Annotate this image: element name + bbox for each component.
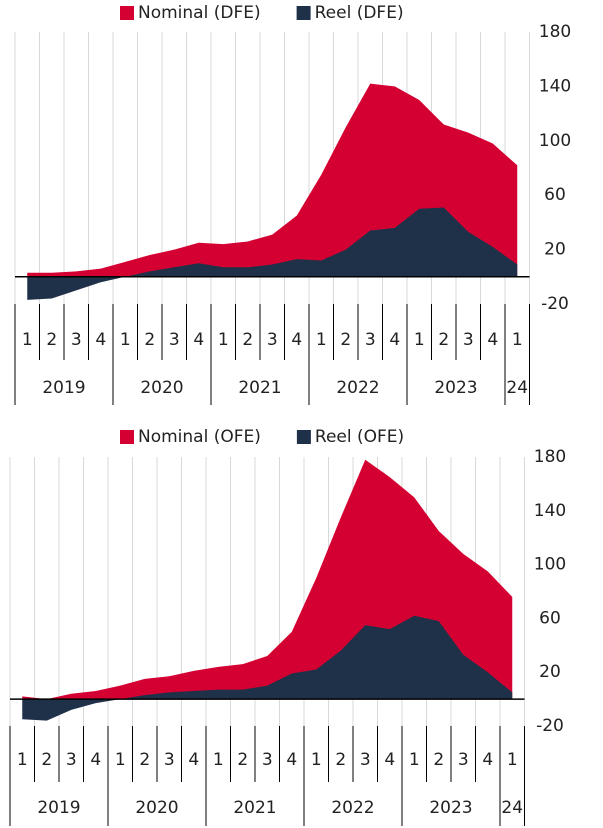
quarter-label: 2 bbox=[237, 750, 248, 770]
year-label: 2020 bbox=[135, 798, 178, 818]
quarter-label: 1 bbox=[512, 330, 523, 350]
quarter-label: 2 bbox=[433, 750, 444, 770]
quarter-label: 2 bbox=[438, 330, 449, 350]
quarter-label: 2 bbox=[242, 330, 253, 350]
quarter-label: 1 bbox=[218, 330, 229, 350]
area bbox=[27, 207, 518, 300]
quarter-label: 2 bbox=[144, 330, 155, 350]
quarter-label: 4 bbox=[90, 750, 101, 770]
quarter-label: 3 bbox=[365, 330, 376, 350]
year-label: 2023 bbox=[434, 378, 477, 398]
quarter-label: 3 bbox=[458, 750, 469, 770]
legend-swatch bbox=[120, 430, 134, 444]
quarter-label: 3 bbox=[360, 750, 371, 770]
quarter-label: 1 bbox=[213, 750, 224, 770]
quarter-label: 2 bbox=[139, 750, 150, 770]
quarter-label: 3 bbox=[71, 330, 82, 350]
year-label: 2022 bbox=[331, 798, 374, 818]
quarter-label: 2 bbox=[46, 330, 57, 350]
y-tick-label: 20 bbox=[539, 662, 561, 682]
y-tick-label: 100 bbox=[539, 131, 571, 151]
y-tick-label: 140 bbox=[539, 76, 571, 96]
y-tick-label: 20 bbox=[544, 240, 566, 260]
quarter-label: 3 bbox=[262, 750, 273, 770]
quarter-label: 3 bbox=[164, 750, 175, 770]
quarter-label: 1 bbox=[507, 750, 518, 770]
quarter-label: 4 bbox=[188, 750, 199, 770]
quarter-label: 4 bbox=[482, 750, 493, 770]
y-tick-label: 100 bbox=[534, 555, 566, 575]
quarter-label: 3 bbox=[463, 330, 474, 350]
quarter-label: 2 bbox=[335, 750, 346, 770]
quarter-label: 1 bbox=[316, 330, 327, 350]
year-label: 2021 bbox=[233, 798, 276, 818]
legend-swatch bbox=[296, 430, 311, 444]
quarter-label: 4 bbox=[193, 330, 204, 350]
quarter-label: 1 bbox=[22, 330, 33, 350]
quarter-label: 4 bbox=[389, 330, 400, 350]
quarter-label: 1 bbox=[17, 750, 28, 770]
year-label: 2019 bbox=[42, 378, 85, 398]
quarter-label: 4 bbox=[286, 750, 297, 770]
quarter-label: 3 bbox=[169, 330, 180, 350]
quarter-label: 2 bbox=[340, 330, 351, 350]
quarter-label: 1 bbox=[414, 330, 425, 350]
legend-swatch bbox=[296, 6, 311, 20]
quarter-label: 4 bbox=[384, 750, 395, 770]
area bbox=[22, 615, 513, 721]
legend-label: Reel (OFE) bbox=[315, 427, 404, 447]
quarter-label: 3 bbox=[66, 750, 77, 770]
quarter-label: 4 bbox=[291, 330, 302, 350]
y-tick-label: 180 bbox=[534, 447, 566, 467]
year-label: 24 bbox=[501, 798, 523, 818]
y-tick-label: -20 bbox=[541, 294, 569, 314]
quarter-label: 1 bbox=[115, 750, 126, 770]
quarter-label: 2 bbox=[41, 750, 52, 770]
quarter-label: 1 bbox=[120, 330, 131, 350]
quarter-label: 1 bbox=[409, 750, 420, 770]
quarter-label: 3 bbox=[267, 330, 278, 350]
year-label: 2020 bbox=[140, 378, 183, 398]
quarter-label: 1 bbox=[311, 750, 322, 770]
y-tick-label: -20 bbox=[536, 716, 564, 736]
y-tick-label: 180 bbox=[539, 22, 571, 42]
y-tick-label: 60 bbox=[539, 608, 561, 628]
year-label: 2022 bbox=[336, 378, 379, 398]
quarter-label: 4 bbox=[487, 330, 498, 350]
legend-label: Nominal (DFE) bbox=[138, 3, 261, 23]
y-tick-label: 60 bbox=[544, 185, 566, 205]
y-tick-label: 140 bbox=[534, 501, 566, 521]
year-label: 2023 bbox=[429, 798, 472, 818]
year-label: 2021 bbox=[238, 378, 281, 398]
quarter-label: 4 bbox=[95, 330, 106, 350]
year-label: 2019 bbox=[37, 798, 80, 818]
legend-label: Reel (DFE) bbox=[315, 3, 404, 23]
legend-label: Nominal (OFE) bbox=[138, 427, 261, 447]
legend-swatch bbox=[120, 6, 134, 20]
year-label: 24 bbox=[506, 378, 528, 398]
